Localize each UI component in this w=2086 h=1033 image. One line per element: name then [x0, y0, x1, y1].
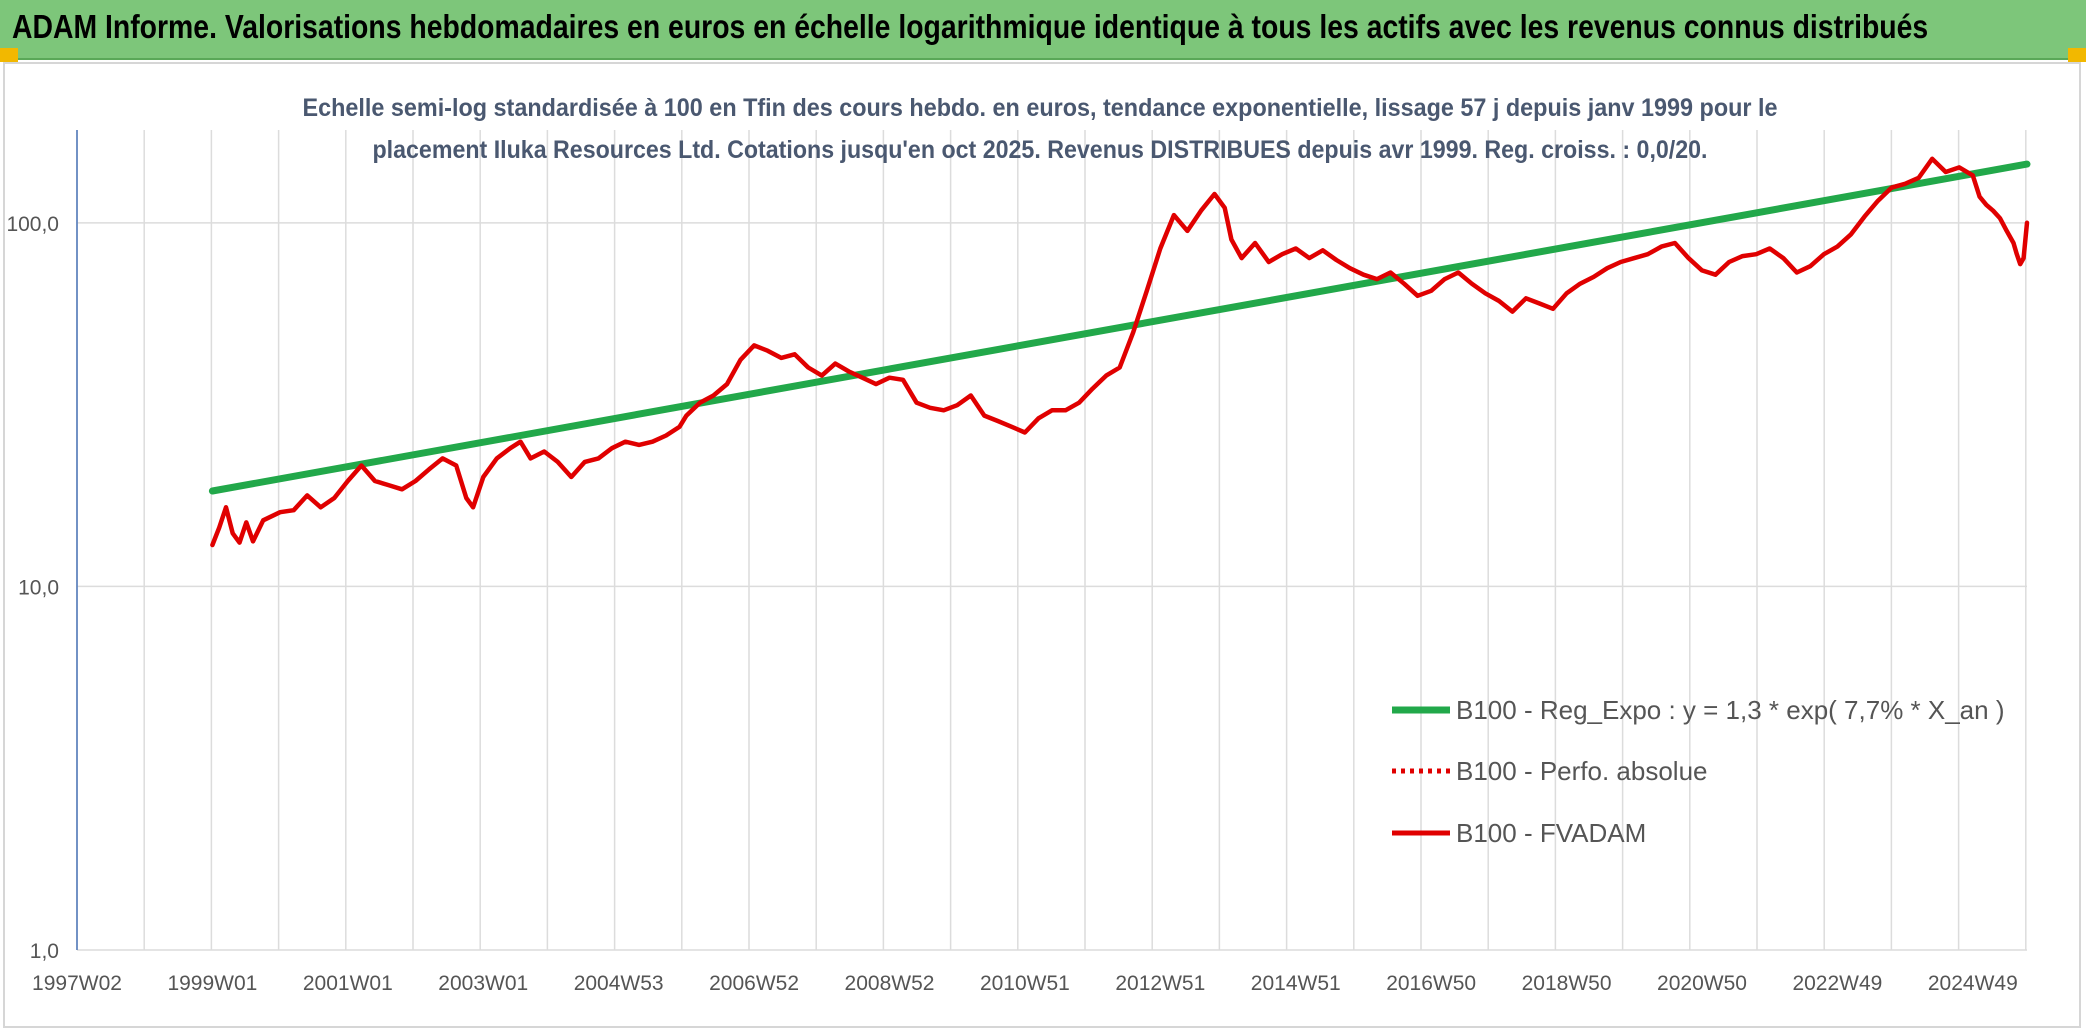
report-title: ADAM Informe. Valorisations hebdomadaire…: [12, 8, 1929, 45]
legend-label-fvadam: B100 - FVADAM: [1456, 818, 1646, 848]
x-tick-label: 1999W01: [167, 972, 257, 995]
legend-item-absolute: B100 - Perfo. absolue: [1392, 756, 1708, 786]
legend-label-regression: B100 - Reg_Expo : y = 1,3 * exp( 7,7% * …: [1456, 695, 2005, 725]
legend-item-fvadam: B100 - FVADAM: [1392, 818, 1646, 848]
x-tick-label: 1997W02: [32, 972, 122, 995]
chart-title-line-1: Echelle semi-log standardisée à 100 en T…: [303, 94, 1778, 122]
x-tick-labels: 1997W02 1999W01 2001W01 2003W01 2004W53 2006W…: [32, 972, 2018, 995]
x-tick-label: 2004W53: [574, 972, 664, 995]
y-tick-label: 100,0: [6, 213, 59, 236]
legend: B100 - Reg_Expo : y = 1,3 * exp( 7,7% * …: [1392, 695, 2005, 848]
x-tick-label: 2001W01: [303, 972, 393, 995]
y-tick-labels: 1,0 10,0 100,0: [6, 213, 59, 963]
report-header: ADAM Informe. Valorisations hebdomadaire…: [0, 0, 2086, 60]
series: [208, 156, 2031, 548]
corner-marker-right: [2068, 48, 2086, 62]
y-tick-label: 1,0: [30, 940, 59, 963]
x-tick-label: 2012W51: [1115, 972, 1205, 995]
x-tick-label: 2003W01: [438, 972, 528, 995]
y-tick-label: 10,0: [18, 576, 59, 599]
x-tick-label: 2006W52: [709, 972, 799, 995]
series-line-0: [208, 160, 2031, 495]
x-tick-label: 2022W49: [1792, 972, 1882, 995]
corner-marker-left: [0, 48, 18, 62]
x-tick-label: 2018W50: [1522, 972, 1612, 995]
x-tick-label: 2008W52: [845, 972, 935, 995]
legend-item-regression: B100 - Reg_Expo : y = 1,3 * exp( 7,7% * …: [1392, 695, 2005, 725]
x-tick-label: 2016W50: [1386, 972, 1476, 995]
x-tick-label: 2020W50: [1657, 972, 1747, 995]
x-tick-label: 2014W51: [1251, 972, 1341, 995]
x-tick-label: 2024W49: [1928, 972, 2018, 995]
legend-label-absolute: B100 - Perfo. absolue: [1456, 756, 1708, 786]
chart-title-line-2: placement Iluka Resources Ltd. Cotations…: [373, 136, 1708, 164]
grid: [76, 130, 2027, 951]
x-tick-label: 2010W51: [980, 972, 1070, 995]
series-line-2: [210, 156, 2030, 548]
chart-frame: [3, 62, 2081, 1028]
